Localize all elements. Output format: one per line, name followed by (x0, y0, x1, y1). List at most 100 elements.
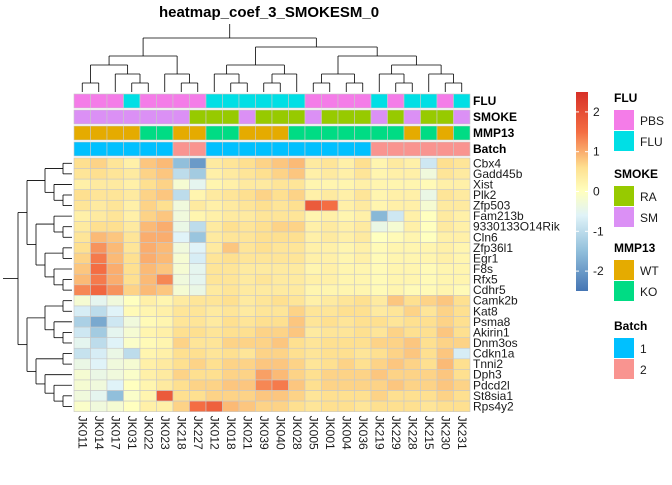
heatmap-cell-Egr1-JK014 (90, 252, 108, 265)
column-label: JK227 (191, 416, 205, 450)
heatmap-cell-Rfx5-JK005 (304, 273, 322, 286)
annotation-cell-smoke (172, 109, 190, 125)
heatmap-cell-9330133O14Rik-JK218 (172, 221, 190, 233)
heatmap-cell-Pdcd2l-JK017 (106, 379, 124, 391)
heatmap-cell-Rfx5-JK231 (453, 273, 471, 286)
heatmap-cell-Cdhr5-JK231 (453, 284, 471, 296)
heatmap-cell-Pdcd2l-JK215 (420, 379, 438, 391)
heatmap-cell-Rps4y2-JK004 (337, 400, 355, 412)
heatmap-cell-Camk2b-JK014 (90, 295, 108, 307)
heatmap-cell-Plk2-JK036 (354, 189, 372, 201)
heatmap-cell-Pdcd2l-JK011 (73, 379, 91, 391)
heatmap-cell-Dnm3os-JK040 (271, 337, 289, 349)
annotation-cell-mmp13 (123, 125, 141, 141)
heatmap-cell-Zfp36l1-JK001 (321, 242, 339, 254)
heatmap-cell-Kat8-JK036 (354, 305, 372, 317)
annotation-cell-smoke (288, 109, 306, 125)
heatmap-cell-F8s-JK229 (387, 263, 405, 275)
heatmap-cell-Dnm3os-JK022 (139, 337, 157, 349)
heatmap-cell-Cdhr5-JK023 (156, 284, 174, 296)
heatmap-cell-Zfp503-JK023 (156, 199, 174, 212)
heatmap-cell-Pdcd2l-JK230 (436, 379, 454, 391)
annotation-cell-mmp13 (222, 125, 240, 141)
column-label: JK005 (306, 416, 320, 450)
heatmap-cell-Egr1-JK011 (73, 252, 91, 265)
heatmap-cell-9330133O14Rik-JK031 (123, 221, 141, 233)
annotation-cell-batch (123, 141, 141, 157)
heatmap-cell-Cdkn1a-JK028 (288, 347, 306, 360)
row-label: Xist (473, 177, 494, 191)
column-label: JK039 (257, 416, 271, 450)
row-label: Dnm3os (473, 336, 518, 350)
heatmap-cell-Tnni2-JK023 (156, 358, 174, 370)
heatmap-cell-Camk2b-JK022 (139, 295, 157, 307)
heatmap-cell-Rps4y2-JK219 (370, 400, 388, 412)
heatmap-cell-Camk2b-JK039 (255, 295, 273, 307)
heatmap-cell-Rps4y2-JK031 (123, 400, 141, 412)
heatmap-cell-Xist-JK021 (238, 178, 256, 191)
heatmap-cell-Kat8-JK014 (90, 305, 108, 317)
row-label: Cbx4 (473, 156, 501, 170)
chart-title: heatmap_coef_3_SMOKESM_0 (159, 4, 379, 21)
annotation-cell-flu (172, 93, 190, 109)
annotation-cell-batch (255, 141, 273, 157)
annotation-cell-batch (321, 141, 339, 157)
heatmap-cell-Gadd45b-JK230 (436, 168, 454, 180)
legend-label: KO (640, 285, 657, 299)
heatmap-cell-Zfp36l1-JK215 (420, 242, 438, 254)
heatmap-cell-Cdhr5-JK004 (337, 284, 355, 296)
heatmap-cell-Tnni2-JK219 (370, 358, 388, 370)
colorbar-tick-label: -1 (593, 224, 604, 238)
annotation-cell-mmp13 (387, 125, 405, 141)
heatmap-cell-Egr1-JK219 (370, 252, 388, 265)
heatmap-cell-Rps4y2-JK001 (321, 400, 339, 412)
heatmap-cell-Dph3-JK014 (90, 369, 108, 381)
heatmap-cell-Zfp36l1-JK011 (73, 242, 91, 254)
heatmap-cell-F8s-JK215 (420, 263, 438, 275)
heatmap-cell-Rps4y2-JK227 (189, 400, 207, 412)
heatmap-cell-Plk2-JK005 (304, 189, 322, 201)
heatmap-cell-Dnm3os-JK005 (304, 337, 322, 349)
heatmap-cell-Rfx5-JK021 (238, 273, 256, 286)
heatmap-cell-Dnm3os-JK011 (73, 337, 91, 349)
heatmap-cell-Tnni2-JK012 (205, 358, 223, 370)
heatmap-cell-Dph3-JK230 (436, 369, 454, 381)
heatmap-cell-9330133O14Rik-JK017 (106, 221, 124, 233)
heatmap-cell-Akirin1-JK218 (172, 326, 190, 338)
heatmap-cell-Akirin1-JK028 (288, 326, 306, 338)
heatmap-cell-Tnni2-JK039 (255, 358, 273, 370)
heatmap-cell-Camk2b-JK231 (453, 295, 471, 307)
heatmap-cell-Akirin1-JK014 (90, 326, 108, 338)
heatmap-cell-Kat8-JK022 (139, 305, 157, 317)
row-label: Gadd45b (473, 167, 523, 181)
row-label: Akirin1 (473, 325, 510, 339)
heatmap-cell-Cdkn1a-JK018 (222, 347, 240, 360)
legend-label: FLU (640, 135, 663, 149)
heatmap-cell-Psma8-JK218 (172, 316, 190, 328)
heatmap-cell-Gadd45b-JK219 (370, 168, 388, 180)
heatmap-cell-Akirin1-JK228 (403, 326, 421, 338)
heatmap-cell-Dph3-JK018 (222, 369, 240, 381)
annotation-cell-batch (189, 141, 207, 157)
annotation-cell-flu (304, 93, 322, 109)
heatmap-cell-St8sia1-JK022 (139, 390, 157, 402)
heatmap-cell-Cbx4-JK036 (354, 157, 372, 169)
legend-label: SM (640, 211, 658, 225)
legend-swatch (614, 131, 634, 151)
column-label: JK028 (290, 416, 304, 450)
annotation-cell-smoke (436, 109, 454, 125)
annotation-cell-smoke (238, 109, 256, 125)
heatmap-cell-Camk2b-JK021 (238, 295, 256, 307)
heatmap-cell-Zfp503-JK005 (304, 199, 322, 212)
heatmap-cell-Pdcd2l-JK021 (238, 379, 256, 391)
heatmap-cell-Cdhr5-JK028 (288, 284, 306, 296)
annotation-cell-batch (139, 141, 157, 157)
heatmap-cell-Dnm3os-JK012 (205, 337, 223, 349)
annotation-cell-mmp13 (436, 125, 454, 141)
heatmap-cell-St8sia1-JK028 (288, 390, 306, 402)
annotation-cell-mmp13 (271, 125, 289, 141)
heatmap-cell-St8sia1-JK231 (453, 390, 471, 402)
legend-label: 1 (640, 342, 647, 356)
annotation-cell-flu (123, 93, 141, 109)
annotation-cell-smoke (304, 109, 322, 125)
